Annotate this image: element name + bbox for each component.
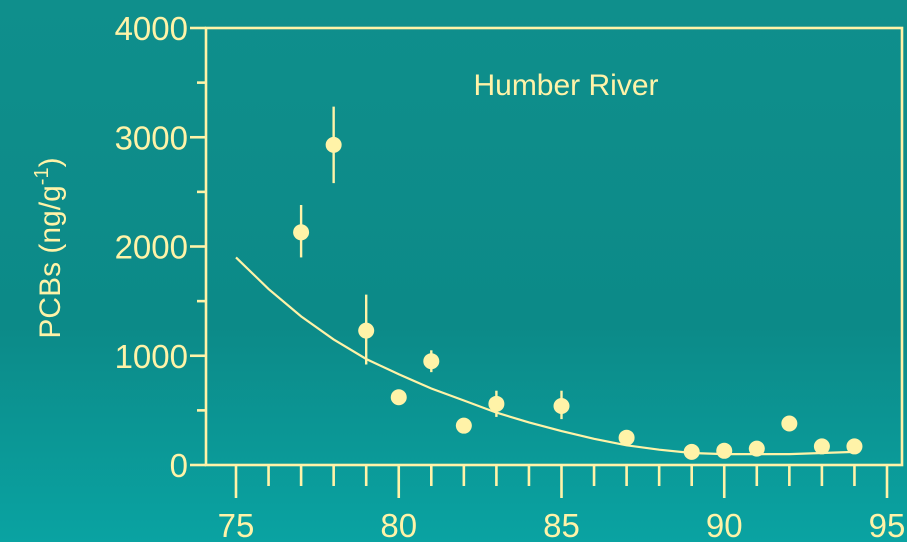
x-tick-label: 75 bbox=[218, 507, 255, 542]
y-axis-label: PCBs (ng/g-1) bbox=[31, 157, 67, 338]
y-tick-label: 2000 bbox=[115, 229, 188, 266]
y-tick-label: 3000 bbox=[115, 119, 188, 156]
y-axis: 0 1000 2000 3000 4000 bbox=[115, 10, 206, 484]
data-point bbox=[846, 438, 863, 455]
data-point bbox=[455, 417, 472, 434]
data-point bbox=[293, 224, 310, 241]
data-point bbox=[358, 322, 375, 339]
x-axis: 75 80 85 90 95 bbox=[218, 465, 906, 542]
data-point bbox=[683, 443, 700, 460]
y-axis-label-superscript: -1 bbox=[31, 167, 53, 185]
data-point bbox=[488, 395, 505, 412]
data-point bbox=[325, 136, 342, 153]
chart-title: Humber River bbox=[473, 69, 658, 102]
fit-curve bbox=[235, 256, 855, 456]
x-tick-label: 80 bbox=[380, 507, 417, 542]
data-point bbox=[390, 389, 407, 406]
data-point bbox=[716, 442, 733, 459]
data-point bbox=[781, 415, 798, 432]
data-points bbox=[293, 106, 863, 460]
data-point bbox=[423, 353, 440, 370]
data-point bbox=[553, 398, 570, 415]
x-tick-label: 95 bbox=[869, 507, 906, 542]
data-point bbox=[748, 440, 765, 457]
x-tick-label: 85 bbox=[543, 507, 580, 542]
y-tick-label: 4000 bbox=[115, 10, 188, 47]
y-tick-label: 0 bbox=[170, 447, 188, 484]
x-tick-label: 90 bbox=[706, 507, 743, 542]
data-point bbox=[618, 429, 635, 446]
y-axis-label-close: ) bbox=[34, 157, 67, 167]
data-point bbox=[813, 438, 830, 455]
y-tick-label: 1000 bbox=[115, 338, 188, 375]
